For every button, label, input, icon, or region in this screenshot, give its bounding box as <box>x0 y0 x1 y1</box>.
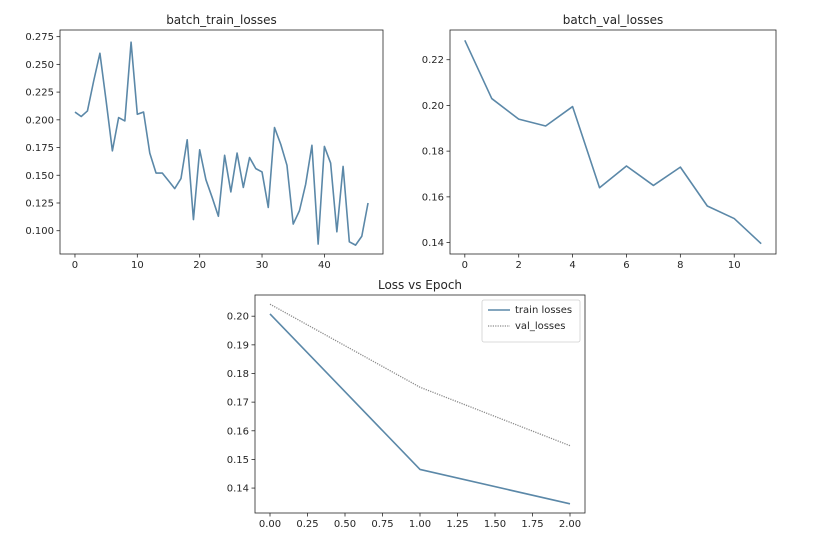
x-tick-label: 10 <box>131 260 144 271</box>
y-tick-label: 0.100 <box>25 226 54 237</box>
x-tick-label: 2 <box>516 260 522 271</box>
legend: train losses val_losses <box>481 299 581 343</box>
legend-label: val_losses <box>515 321 566 332</box>
y-tick-label: 0.19 <box>227 340 249 351</box>
x-tick-label: 6 <box>623 260 629 271</box>
y-tick-label: 0.225 <box>25 88 54 99</box>
y-tick-label: 0.16 <box>227 426 249 437</box>
legend-label: train losses <box>515 305 572 316</box>
x-tick-label: 1.75 <box>521 519 543 530</box>
y-tick-label: 0.14 <box>227 484 249 495</box>
chart-batch-val-losses: batch_val_losses 0 2 4 6 8 10 0.14 0.16 0.18 0.20 0… <box>422 13 777 271</box>
y-tick-label: 0.18 <box>422 147 444 158</box>
y-tick-label: 0.20 <box>422 101 444 112</box>
chart-title: batch_train_losses <box>166 13 277 27</box>
x-tick-label: 0.00 <box>259 519 281 530</box>
y-tick-label: 0.175 <box>25 143 54 154</box>
series-line <box>269 313 571 505</box>
y-tick-label: 0.200 <box>25 115 54 126</box>
chart-batch-train-losses: batch_train_losses 0 10 20 30 40 0.100 0.125 0.1… <box>25 13 384 271</box>
series-line <box>269 303 571 447</box>
series-line <box>464 39 762 245</box>
x-tick-label: 20 <box>193 260 206 271</box>
y-tick-label: 0.14 <box>422 238 444 249</box>
x-tick-label: 1.50 <box>484 519 506 530</box>
y-tick-label: 0.18 <box>227 369 249 380</box>
plot-frame <box>59 29 384 255</box>
y-tick-label: 0.15 <box>227 455 249 466</box>
y-tick-label: 0.22 <box>422 55 444 66</box>
chart-loss-vs-epoch: Loss vs Epoch 0.00 0.25 0.50 0.75 1.00 1.25 1.5… <box>227 278 586 530</box>
chart-title: batch_val_losses <box>563 13 663 27</box>
y-tick-label: 0.20 <box>227 312 249 323</box>
x-tick-label: 1.25 <box>446 519 468 530</box>
y-tick-label: 0.250 <box>25 60 54 71</box>
series-line <box>74 41 369 246</box>
y-tick-label: 0.150 <box>25 171 54 182</box>
x-tick-label: 0 <box>462 260 468 271</box>
y-tick-label: 0.275 <box>25 32 54 43</box>
x-tick-label: 8 <box>677 260 683 271</box>
y-tick-label: 0.125 <box>25 198 54 209</box>
x-tick-label: 4 <box>569 260 575 271</box>
plot-frame <box>449 29 777 255</box>
y-tick-label: 0.16 <box>422 192 444 203</box>
x-tick-label: 0.50 <box>334 519 356 530</box>
x-tick-label: 30 <box>256 260 269 271</box>
x-tick-label: 0.75 <box>371 519 393 530</box>
y-tick-label: 0.17 <box>227 398 249 409</box>
x-tick-label: 1.00 <box>409 519 431 530</box>
x-tick-label: 0 <box>72 260 78 271</box>
x-tick-label: 40 <box>318 260 331 271</box>
chart-title: Loss vs Epoch <box>378 278 462 292</box>
x-tick-label: 10 <box>728 260 741 271</box>
x-tick-label: 0.25 <box>296 519 318 530</box>
x-tick-label: 2.00 <box>559 519 581 530</box>
